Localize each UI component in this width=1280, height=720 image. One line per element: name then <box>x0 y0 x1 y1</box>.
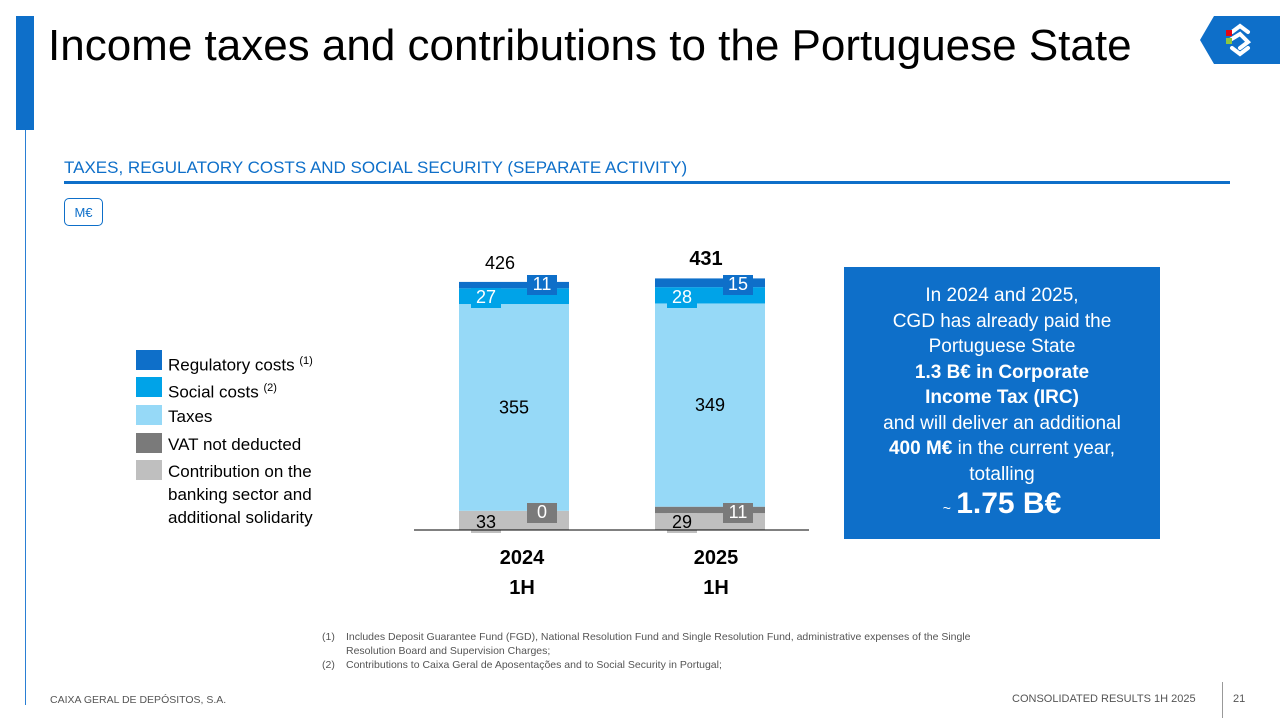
footnote-text: Includes Deposit Guarantee Fund (FGD), N… <box>346 631 971 657</box>
bar-segment <box>655 506 765 514</box>
legend-swatch <box>136 377 162 397</box>
legend-item-banking-contribution: Contribution on the banking sector and a… <box>136 460 338 529</box>
bar-segment <box>459 281 569 289</box>
subtitle-divider <box>64 181 1230 184</box>
page-title: Income taxes and contributions to the Po… <box>48 21 1132 70</box>
total-label: 431 <box>689 248 722 270</box>
category-label: 1H <box>703 577 729 599</box>
data-label-banking-contribution: 33 <box>476 512 496 532</box>
data-label-vat-bg <box>527 503 557 523</box>
legend-swatch <box>136 350 162 370</box>
category-label: 1H <box>509 577 535 599</box>
data-label-taxes: 355 <box>499 397 529 417</box>
legend-label: Taxes <box>168 407 213 426</box>
legend-label: Contribution on the banking sector and a… <box>168 462 313 527</box>
footer-report: CONSOLIDATED RESULTS 1H 2025 <box>1012 693 1196 705</box>
callout-line: Portuguese State <box>928 336 1076 357</box>
data-label-regulatory-costs-bg <box>723 275 753 295</box>
footer-company: CAIXA GERAL DE DEPÓSITOS, S.A. <box>50 694 227 706</box>
legend-item-vat-not-deducted: VAT not deducted <box>136 433 301 456</box>
data-label-vat: 0 <box>537 502 547 522</box>
page-number: 21 <box>1233 693 1246 705</box>
data-label-social-costs: 28 <box>672 287 692 307</box>
data-label-regulatory-costs: 15 <box>728 274 748 294</box>
legend-swatch <box>136 433 162 453</box>
callout-line: totalling <box>969 463 1035 485</box>
data-label-vat-bg <box>723 503 753 523</box>
bar-segment <box>459 304 569 511</box>
data-label-taxes: 349 <box>695 395 725 415</box>
footer-divider <box>1222 682 1223 718</box>
footnote-number: (2) <box>322 659 335 671</box>
data-label-social-costs: 27 <box>476 287 496 307</box>
data-label-banking-contribution: 29 <box>672 512 692 532</box>
callout-total: 1.75 B€ <box>956 487 1062 520</box>
legend-swatch <box>136 405 162 425</box>
data-label-vat: 11 <box>729 502 748 522</box>
footnote-number: (1) <box>322 631 335 643</box>
legend-item-taxes: Taxes <box>136 405 212 428</box>
callout-bold-amount: 400 M€ <box>888 438 953 459</box>
data-label-banking-contribution-bg <box>471 513 501 533</box>
callout-line: and will deliver an additional <box>883 412 1121 434</box>
footnote-text: Contributions to Caixa Geral de Aposenta… <box>346 659 722 671</box>
callout-line: in the current year, <box>952 438 1116 459</box>
cgd-logo-icon <box>1200 16 1280 64</box>
callout-tilde: ~ <box>942 500 951 516</box>
left-rule <box>25 130 26 705</box>
footnote-1: (1) Includes Deposit Guarantee Fund (FGD… <box>322 630 996 658</box>
section-subtitle: TAXES, REGULATORY COSTS AND SOCIAL SECUR… <box>64 158 688 177</box>
bar-segment <box>655 303 765 507</box>
footnote-2: (2) Contributions to Caixa Geral de Apos… <box>322 658 996 672</box>
legend-note: (1) <box>299 355 313 367</box>
unit-badge: M€ <box>64 198 103 226</box>
legend-label: Social costs <box>168 382 259 402</box>
bar-segment <box>655 278 765 288</box>
callout-bold-line: Income Tax (IRC) <box>925 387 1079 408</box>
legend-item-social-costs: Social costs (2) <box>136 377 277 404</box>
callout-bold-line: 1.3 B€ in Corporate <box>914 361 1090 383</box>
category-label: 2025 <box>694 547 739 569</box>
legend-swatch <box>136 460 162 480</box>
callout-line: CGD has already paid the <box>892 310 1112 332</box>
footnotes: (1) Includes Deposit Guarantee Fund (FGD… <box>322 630 996 672</box>
total-label: 426 <box>485 253 515 273</box>
category-label: 2024 <box>500 547 545 569</box>
data-label-banking-contribution-bg <box>667 513 697 533</box>
callout-box: In 2024 and 2025, CGD has already paid t… <box>844 267 1160 539</box>
callout-line: In 2024 and 2025, <box>925 285 1079 306</box>
data-label-social-costs-bg <box>471 288 501 308</box>
legend-note: (2) <box>263 382 277 394</box>
legend-item-regulatory-costs: Regulatory costs (1) <box>136 350 313 377</box>
data-label-social-costs-bg <box>667 288 697 308</box>
title-accent-bar <box>16 16 34 130</box>
data-label-regulatory-costs: 11 <box>533 274 552 294</box>
data-label-regulatory-costs-bg <box>527 275 557 295</box>
legend-label: Regulatory costs <box>168 355 295 375</box>
legend-label: VAT not deducted <box>168 435 302 454</box>
